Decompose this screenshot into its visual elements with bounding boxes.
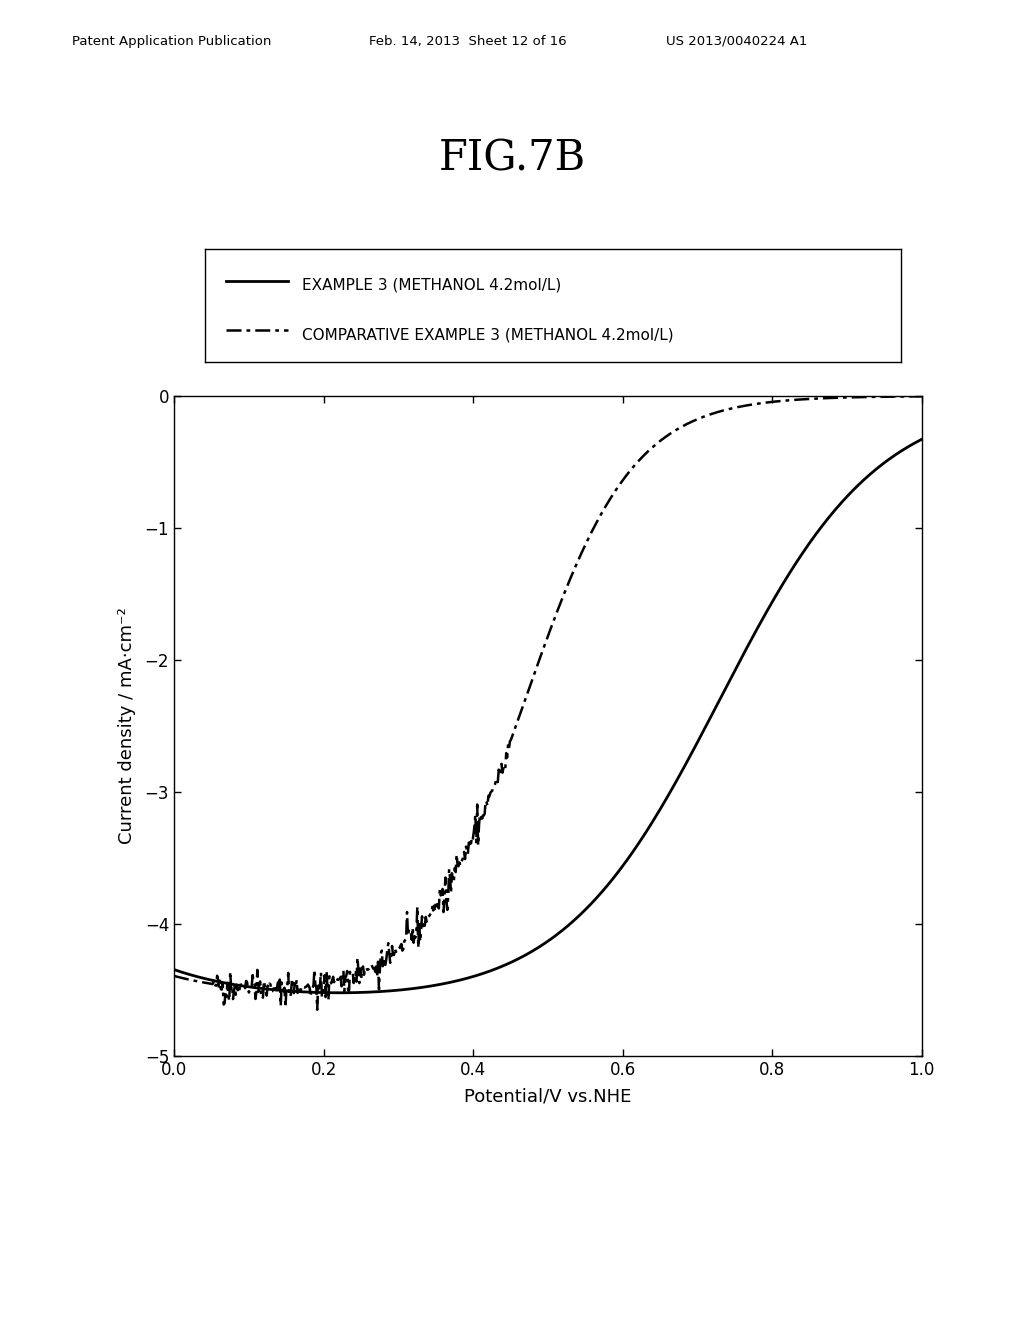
X-axis label: Potential/V vs.NHE: Potential/V vs.NHE: [464, 1088, 632, 1105]
Text: US 2013/0040224 A1: US 2013/0040224 A1: [666, 34, 807, 48]
Y-axis label: Current density / mA·cm⁻²: Current density / mA·cm⁻²: [119, 607, 136, 845]
Text: Patent Application Publication: Patent Application Publication: [72, 34, 271, 48]
Text: EXAMPLE 3 (METHANOL 4.2mol/L): EXAMPLE 3 (METHANOL 4.2mol/L): [302, 279, 561, 293]
Text: COMPARATIVE EXAMPLE 3 (METHANOL 4.2mol/L): COMPARATIVE EXAMPLE 3 (METHANOL 4.2mol/L…: [302, 327, 674, 342]
Text: FIG.7B: FIG.7B: [438, 137, 586, 180]
Text: Feb. 14, 2013  Sheet 12 of 16: Feb. 14, 2013 Sheet 12 of 16: [369, 34, 566, 48]
